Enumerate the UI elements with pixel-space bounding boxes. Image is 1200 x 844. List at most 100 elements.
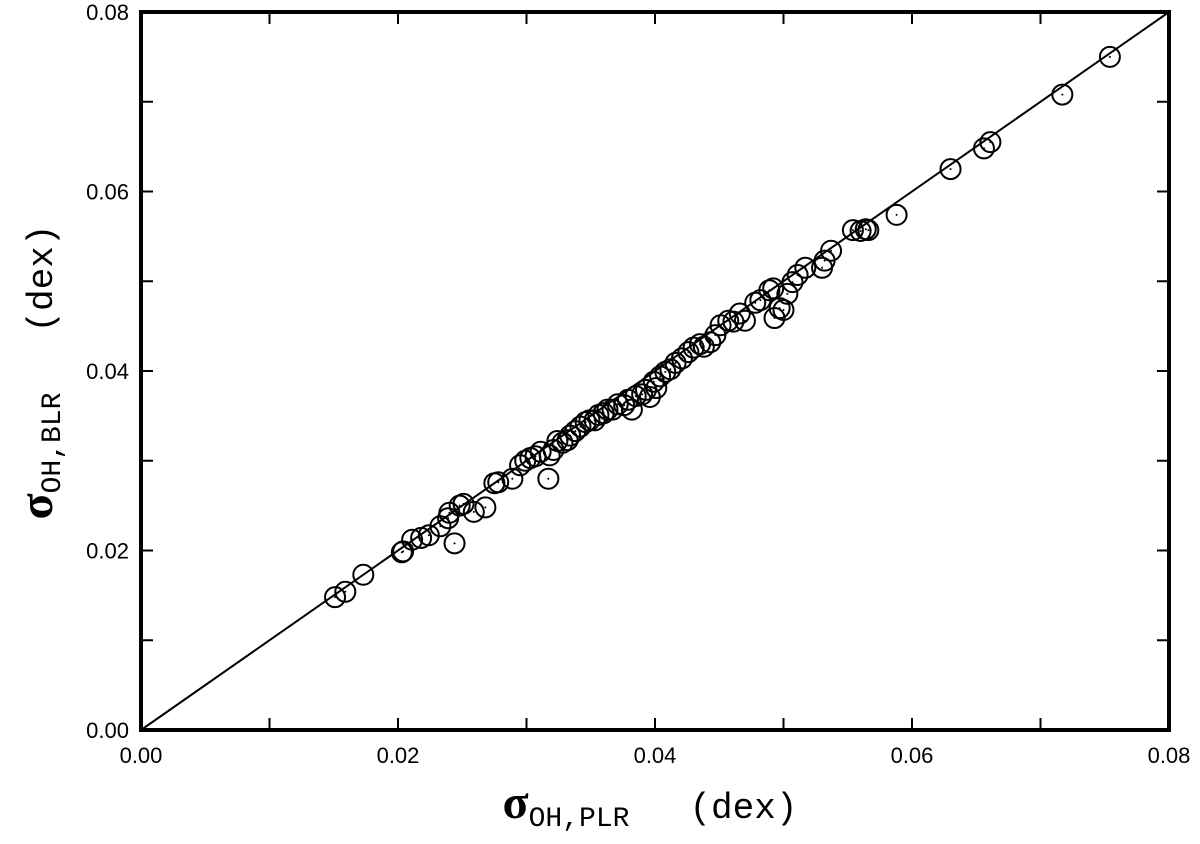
point-center — [448, 511, 451, 514]
y-tick-label: 0.06 — [86, 180, 129, 205]
x-label-subscript: OH,PLR — [529, 804, 630, 835]
plot-frame — [139, 10, 1171, 732]
point-center — [949, 168, 952, 171]
y-tick-label: 0.04 — [86, 359, 129, 384]
point-center — [511, 477, 514, 480]
x-label-unit: (dex) — [689, 788, 797, 829]
y-tick-label: 0.00 — [86, 718, 129, 743]
point-center — [547, 477, 550, 480]
y-label-symbol: σ — [10, 493, 63, 519]
point-center — [754, 301, 757, 304]
point-center — [493, 482, 496, 485]
point — [474, 496, 497, 519]
x-tick-label: 0.06 — [891, 743, 934, 768]
point-center — [574, 430, 577, 433]
point — [885, 203, 908, 226]
point-center — [1108, 55, 1111, 58]
point — [704, 324, 727, 347]
point-center — [344, 590, 347, 593]
point — [443, 532, 466, 555]
point — [733, 309, 756, 332]
x-label-symbol: σ — [503, 776, 529, 829]
point-center — [472, 510, 475, 513]
point — [841, 219, 864, 242]
point-center — [821, 266, 824, 269]
point-center — [659, 375, 662, 378]
point-center — [611, 408, 614, 411]
point — [972, 137, 995, 160]
point — [620, 398, 643, 421]
point-center — [664, 370, 667, 373]
point-center — [630, 408, 633, 411]
point-center — [772, 287, 775, 290]
point-center — [674, 361, 677, 364]
point-center — [851, 229, 854, 232]
point — [794, 256, 817, 279]
point-center — [864, 228, 867, 231]
point-center — [859, 229, 862, 232]
point — [1098, 45, 1121, 68]
point-center — [484, 506, 487, 509]
point-center — [447, 517, 450, 520]
x-tick-label: 0.04 — [634, 743, 677, 768]
point — [728, 302, 751, 325]
point-center — [786, 292, 789, 295]
point — [1051, 83, 1074, 106]
point-center — [867, 229, 870, 232]
point-center — [566, 439, 569, 442]
x-tick-label: 0.00 — [120, 743, 163, 768]
y-label-subscript: OH,BLR — [38, 392, 69, 493]
point-center — [462, 502, 465, 505]
point — [820, 239, 843, 262]
point — [324, 586, 347, 609]
point — [762, 277, 785, 300]
point-center — [782, 308, 785, 311]
point-center — [641, 393, 644, 396]
point — [401, 528, 424, 551]
y-tick-label: 0.02 — [86, 539, 129, 564]
point — [692, 335, 715, 358]
point-center — [453, 542, 456, 545]
point — [606, 393, 629, 416]
y-axis-label: σOH,BLR (dex) — [10, 225, 69, 520]
point — [979, 131, 1002, 154]
point-center — [529, 457, 532, 460]
point-center — [420, 536, 423, 539]
point-center — [823, 259, 826, 262]
point — [596, 398, 619, 421]
x-axis-label: σOH,PLR (dex) — [503, 776, 798, 835]
point — [699, 331, 722, 354]
point-center — [362, 573, 365, 576]
point-center — [768, 289, 771, 292]
point-center — [534, 455, 537, 458]
point-center — [804, 266, 807, 269]
point — [538, 444, 561, 467]
point — [462, 500, 485, 523]
point-center — [569, 434, 572, 437]
point-center — [759, 299, 762, 302]
point-center — [743, 319, 746, 322]
x-tick-label: 0.02 — [377, 743, 420, 768]
point-center — [402, 550, 405, 553]
y-label-unit: (dex) — [22, 225, 63, 333]
point-center — [669, 368, 672, 371]
point — [501, 467, 524, 490]
point — [529, 440, 552, 463]
point-center — [634, 395, 637, 398]
point-center — [702, 345, 705, 348]
point-center — [895, 213, 898, 216]
point-center — [1061, 93, 1064, 96]
point — [857, 219, 880, 242]
point — [781, 271, 804, 294]
point — [722, 310, 745, 333]
point-center — [655, 387, 658, 390]
y-tick-label: 0.08 — [86, 0, 129, 25]
point-center — [519, 464, 522, 467]
x-tick-label: 0.08 — [1148, 743, 1191, 768]
point-center — [830, 249, 833, 252]
point — [772, 298, 795, 321]
point — [786, 263, 809, 286]
point — [744, 291, 767, 314]
point — [677, 341, 700, 364]
